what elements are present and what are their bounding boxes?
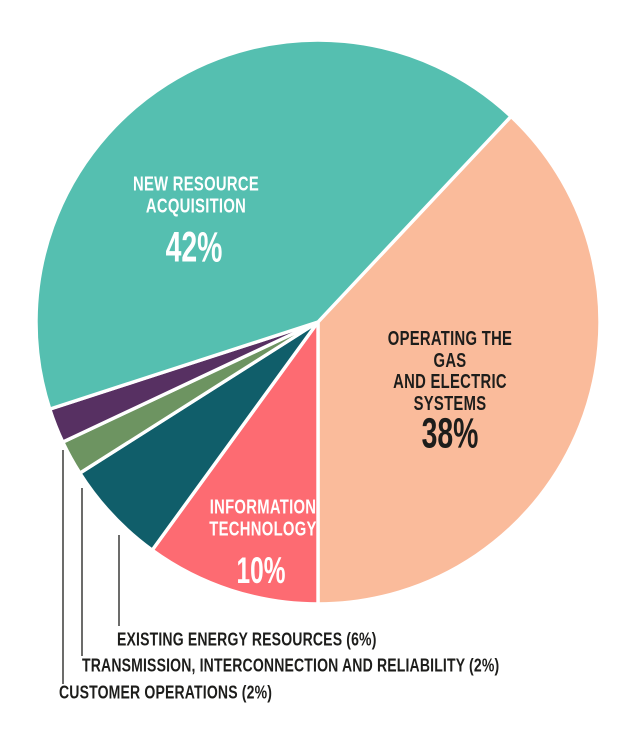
slice-pct-new-resource-acquisition: 42% xyxy=(165,223,223,272)
pie-slice-information-technology xyxy=(149,316,320,606)
pie-slice-operating-gas-electric-systems xyxy=(316,113,602,606)
slice-pct-operating-gas-electric: 38% xyxy=(421,409,479,458)
slice-label-new-resource-acquisition: NEW RESOURCE ACQUISITION xyxy=(132,173,260,217)
slice-label-information-technology: INFORMATION TECHNOLOGY xyxy=(209,496,317,540)
pie-slice-new-resource-acquisition xyxy=(34,38,514,412)
legend-transmission-interconnection-reliability: TRANSMISSION, INTERCONNECTION AND RELIAB… xyxy=(82,655,500,676)
pie-slices xyxy=(34,38,602,606)
legend-existing-energy-resources: EXISTING ENERGY RESOURCES (6%) xyxy=(117,629,377,650)
legend-customer-operations: CUSTOMER OPERATIONS (2%) xyxy=(59,682,273,703)
slice-label-operating-gas-electric: OPERATING THE GAS AND ELECTRIC SYSTEMS xyxy=(387,328,513,415)
slice-pct-information-technology: 10% xyxy=(236,550,286,591)
